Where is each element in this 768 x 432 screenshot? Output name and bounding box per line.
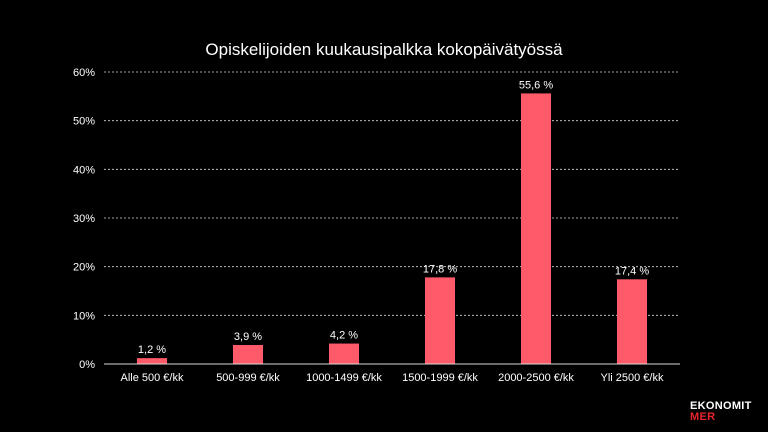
data-labels: 1,2 % 3,9 % 4,2 % 17,8 % 55,6 % 17,4 % bbox=[138, 79, 649, 356]
x-tick-label: 500-999 €/kk bbox=[216, 372, 280, 384]
bar bbox=[233, 345, 263, 364]
bar bbox=[521, 93, 551, 364]
x-tick-label: Alle 500 €/kk bbox=[121, 372, 184, 384]
y-tick-label: 20% bbox=[73, 262, 95, 274]
data-label: 17,4 % bbox=[615, 265, 649, 277]
bar bbox=[617, 279, 647, 364]
bars bbox=[137, 93, 647, 364]
y-tick-label: 0% bbox=[79, 359, 95, 371]
gridlines bbox=[104, 71, 680, 316]
data-label: 55,6 % bbox=[519, 79, 553, 91]
y-tick-label: 60% bbox=[73, 67, 95, 79]
chart-title: Opiskelijoiden kuukausipalkka kokopäivät… bbox=[205, 40, 563, 59]
y-axis-ticks: 0% 10% 20% 30% 40% 50% 60% bbox=[73, 67, 95, 371]
x-tick-label: 1500-1999 €/kk bbox=[402, 372, 478, 384]
data-label: 1,2 % bbox=[138, 344, 166, 356]
x-tick-label: Yli 2500 €/kk bbox=[601, 372, 664, 384]
y-tick-label: 50% bbox=[73, 116, 95, 128]
x-tick-label: 2000-2500 €/kk bbox=[498, 372, 574, 384]
data-label: 3,9 % bbox=[234, 331, 262, 343]
logo-line-2: MER bbox=[690, 412, 752, 423]
data-label: 17,8 % bbox=[423, 263, 457, 275]
logo-line-2-text: MER bbox=[690, 411, 716, 423]
x-tick-label: 1000-1499 €/kk bbox=[306, 372, 382, 384]
y-tick-label: 30% bbox=[73, 213, 95, 225]
logo-line-1: EKONOMIT bbox=[690, 400, 752, 412]
bar bbox=[137, 358, 167, 364]
y-tick-label: 10% bbox=[73, 310, 95, 322]
bar bbox=[329, 343, 359, 364]
ekonomit-logo: EKONOMIT MER bbox=[690, 401, 752, 423]
bar bbox=[425, 277, 455, 364]
x-axis-ticks: Alle 500 €/kk 500-999 €/kk 1000-1499 €/kk 1… bbox=[121, 372, 664, 384]
y-tick-label: 40% bbox=[73, 164, 95, 176]
data-label: 4,2 % bbox=[330, 330, 358, 342]
